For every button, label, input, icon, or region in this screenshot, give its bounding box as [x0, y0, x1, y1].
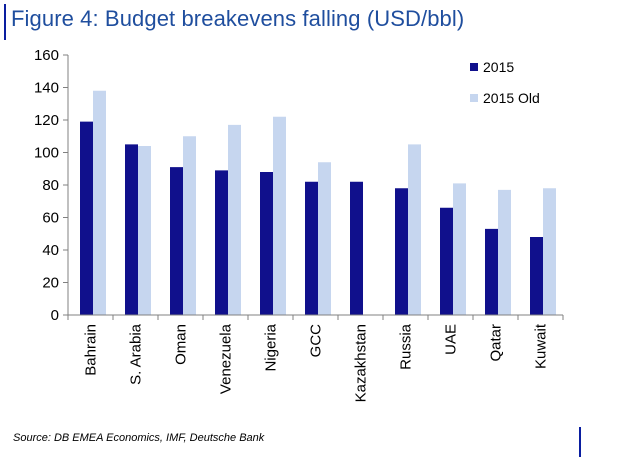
y-tick-label: 120 — [34, 112, 59, 129]
bar-series1-gcc — [305, 181, 318, 315]
x-tick-label: Bahrain — [83, 324, 100, 376]
y-tick-label: 20 — [42, 275, 59, 292]
bar-series2-qatar — [498, 189, 511, 315]
chart-title: Figure 4: Budget breakevens falling (USD… — [11, 6, 465, 31]
x-tick-label: Nigeria — [263, 323, 280, 371]
plot-area — [80, 90, 556, 315]
bar-series1-kazakhstan — [350, 181, 363, 315]
bar-series1-venezuela — [215, 170, 228, 315]
bar-series1-kuwait — [530, 237, 543, 315]
bar-series2-s-arabia — [138, 146, 151, 315]
y-tick-labels: 0 20 40 60 80 100 120 140 160 — [34, 47, 59, 324]
y-tick-label: 140 — [34, 80, 59, 97]
bar-series1-oman — [170, 167, 183, 315]
x-tick-label: Oman — [173, 324, 190, 365]
bar-series1-s-arabia — [125, 144, 138, 315]
x-tick-label: Russia — [398, 323, 415, 370]
bar-series1-russia — [395, 188, 408, 315]
title-frame-line — [4, 4, 6, 40]
y-tick-label: 0 — [51, 307, 59, 324]
y-tick-label: 80 — [42, 177, 59, 194]
x-tick-label: Venezuela — [218, 323, 235, 394]
x-tick-label: Kazakhstan — [353, 324, 370, 402]
legend-label-1: 2015 — [483, 59, 514, 75]
bar-series2-uae — [453, 183, 466, 315]
bar-series2-nigeria — [273, 116, 286, 315]
x-tick-label: GCC — [308, 324, 325, 358]
x-tick-label: UAE — [443, 324, 460, 355]
source-frame-line — [579, 427, 581, 457]
bar-series1-nigeria — [260, 172, 273, 315]
bar-series2-russia — [408, 144, 421, 315]
legend-swatch-2 — [470, 94, 478, 102]
bar-series2-venezuela — [228, 124, 241, 315]
y-tick-label: 160 — [34, 47, 59, 64]
bar-series2-kuwait — [543, 188, 556, 315]
y-tick-label: 100 — [34, 145, 59, 162]
bar-series2-oman — [183, 136, 196, 315]
x-tick-label: S. Arabia — [128, 323, 145, 385]
bar-series1-bahrain — [80, 121, 93, 315]
x-tick-label: Qatar — [488, 324, 505, 362]
x-tick-labels: Bahrain S. Arabia Oman Venezuela Nigeria GCC K… — [83, 323, 550, 402]
bar-series1-uae — [440, 207, 453, 315]
bar-series2-gcc — [318, 162, 331, 315]
bar-series2-bahrain — [93, 90, 106, 315]
legend: 2015 2015 Old — [470, 59, 540, 106]
legend-swatch-1 — [470, 63, 478, 71]
x-tick-label: Kuwait — [533, 323, 550, 369]
source-note: Source: DB EMEA Economics, IMF, Deutsche… — [13, 432, 265, 444]
y-tick-label: 40 — [42, 242, 59, 259]
y-tick-label: 60 — [42, 210, 59, 227]
legend-label-2: 2015 Old — [483, 90, 540, 106]
axes — [63, 54, 564, 320]
bar-series1-qatar — [485, 228, 498, 315]
